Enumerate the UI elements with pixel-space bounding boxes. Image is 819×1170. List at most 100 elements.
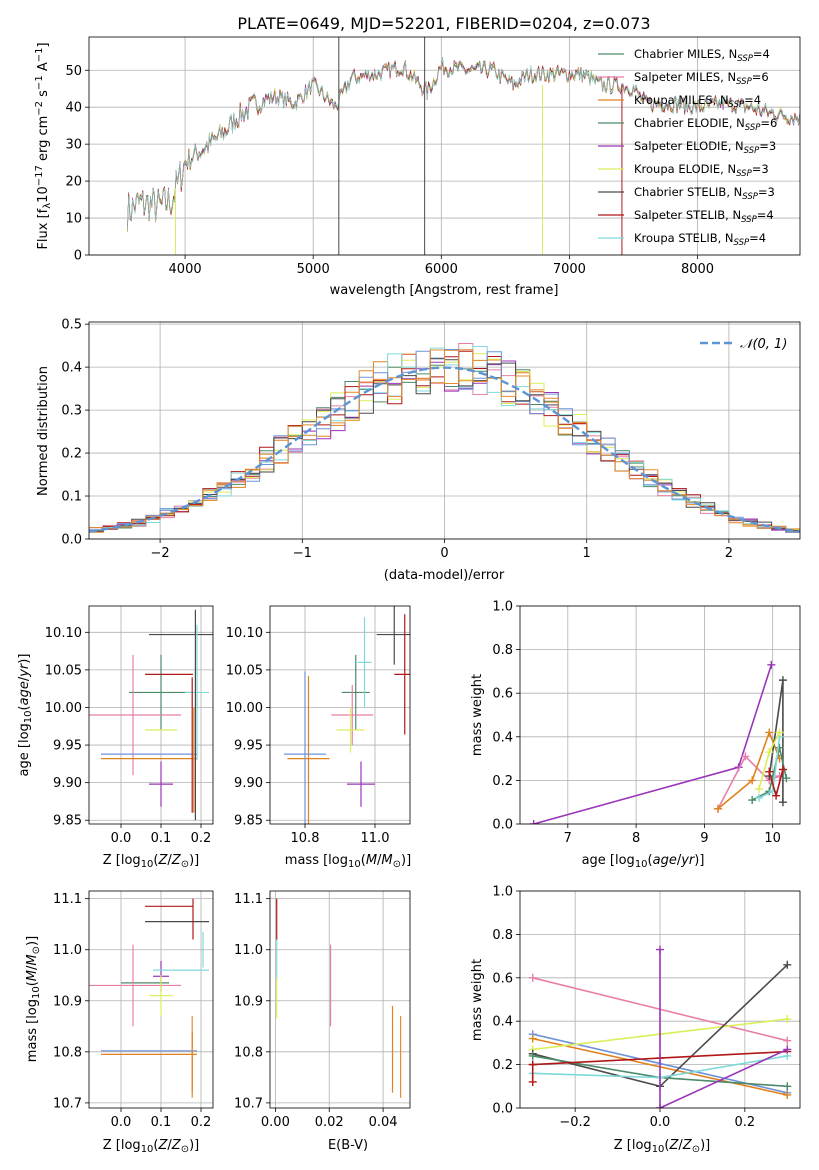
weight-age-xtick-label: 10 [764,831,781,846]
age-z-ytick-label: 10.00 [45,701,82,716]
plot-area [127,37,800,255]
mass-z-ytick-label: 10.9 [53,994,82,1009]
normal-curve [89,366,800,533]
plot-area [529,660,791,824]
age-mass-xtick-label: 11.0 [361,831,390,846]
histogram-ylabel: Normed distribution [36,366,51,496]
mass-ebv-xtick-label: 0.04 [369,1115,398,1130]
mass-ebv-ytick-label: 11.0 [234,943,263,958]
age-z-xtick-label: 0.0 [111,831,132,846]
weight-age-frame [519,605,801,825]
weight-age-point [778,798,787,807]
spectrum-ytick-label: 30 [65,138,82,153]
age-mass-xlabel: mass [log10(M/M⊙)] [285,853,411,870]
histogram-xlabel: (data-model)/error [384,568,505,583]
age-z-ytick-label: 9.85 [53,814,82,829]
legend-entry: Chabrier ELODIE, NSSP=6 [634,116,777,133]
spectrum-xlabel: wavelength [Angstrom, rest frame] [330,283,559,298]
mass-z-xtick-label: 0.0 [111,1115,132,1130]
weight-age-point [765,748,774,757]
histogram-xtick-label: 2 [725,546,733,561]
weight-z-point [783,1015,792,1024]
legend-entry: Kroupa MILES, NSSP=4 [634,93,761,110]
histogram-ytick-label: 0.5 [61,318,82,333]
weight-z-point [528,1077,537,1086]
weight-age-series-line [751,747,788,801]
weight-z-ytick-label: 0.2 [492,1058,513,1073]
legend-entry: Salpeter STELIB, NSSP=4 [634,208,774,225]
weight-age-point [748,776,757,785]
mass-vs-metallicity-panel: 0.0 0.1 0.2 10.7 10.8 10.9 11.0 11.1 [53,890,214,1130]
weight-age-point [765,767,774,776]
age-mass-ytick-label: 9.85 [234,814,263,829]
weight-z-ytick-label: 1.0 [492,885,513,900]
histogram-panel: −2 −1 0 1 2 0.0 0.1 0.2 0.3 0.4 0.5 𝒩(0, 1) [61,318,801,561]
age-mass-ytick-label: 10.05 [226,663,263,678]
weight-z-xtick-label: −0.2 [559,1115,591,1130]
weight-age-point [775,728,784,737]
age-vs-mass-panel: 10.8 11.0 9.85 9.90 9.95 10.00 10.05 10.10 [226,605,411,846]
weight-age-point [755,793,764,802]
weight-age-point [748,796,757,805]
weight-z-point [656,1104,664,1108]
plot-area [528,945,792,1108]
legend-entry: Salpeter MILES, NSSP=6 [634,70,769,87]
weight-age-ytick-label: 0.8 [492,643,513,658]
weight-age-point [767,660,776,669]
ebv-xlabel: E(B-V) [328,1138,368,1153]
mass-z-ytick-label: 10.8 [53,1045,82,1060]
weight-age-point [775,743,784,752]
age-z-xtick-label: 0.2 [191,831,212,846]
weight-z-point [656,945,664,954]
weight-z-ytick-label: 0.8 [492,928,513,943]
histogram-ytick-label: 0.0 [61,533,82,548]
mass-ebv-ytick-label: 10.8 [234,1045,263,1060]
plot-area [89,343,800,539]
weight-age-point [741,752,750,761]
weight-z-point [528,1034,537,1043]
spectrum-ytick-label: 0 [74,249,82,264]
age-ylabel: age [log10(age/yr)] [17,654,34,777]
weight-age-point [778,676,787,685]
histogram-ytick-label: 0.3 [61,404,82,419]
weight-age-point [765,728,774,737]
weight-age-xtick-label: 8 [632,831,640,846]
mass-vs-extinction-panel: 0.00 0.02 0.04 10.7 10.8 10.9 11.0 11.1 [234,890,411,1130]
mass-ylabel: mass [log10(M/M⊙)] [25,936,42,1062]
weight-age-xlabel: age [log10(age/yr)] [582,853,705,870]
mass-z-ytick-label: 11.1 [53,892,82,907]
age-vs-metallicity-panel: 0.0 0.1 0.2 9.85 9.90 9.95 10.00 10.05 10.10 [45,605,214,846]
weight-z-point [783,1036,792,1045]
weight-age-point [529,820,538,824]
spectrum-ytick-label: 10 [65,212,82,227]
chart-title: PLATE=0649, MJD=52201, FIBERID=0204, z=0… [237,14,650,33]
weight-age-ytick-label: 0.2 [492,774,513,789]
histogram-legend-label: 𝒩(0, 1) [740,337,787,352]
age-mass-ytick-label: 10.00 [226,701,263,716]
histogram-xtick-label: 1 [583,546,591,561]
weight-z-point [528,973,537,982]
histogram-ytick-label: 0.2 [61,447,82,462]
mass-z-xtick-label: 0.1 [151,1115,172,1130]
weight-vs-age-panel: 7 8 9 10 0.0 0.2 0.4 0.6 0.8 1.0 [492,600,801,846]
plot-area [89,609,213,821]
weight-age-series-line [533,664,773,824]
weight-z-point [783,1090,792,1099]
mass-ebv-ytick-label: 10.7 [234,1096,263,1111]
weight-z-point [528,1060,537,1069]
mass-z-frame [88,890,214,1109]
age-z-ytick-label: 9.95 [53,739,82,754]
weight-z-point [783,960,792,969]
spectrum-ytick-label: 20 [65,175,82,190]
weight-age-point [772,791,781,800]
svg-text:Flux [fλ10−17 erg cm−2 s−1 A−1: Flux [fλ10−17 erg cm−2 s−1 A−1] [34,42,53,249]
legend-entry: Salpeter ELODIE, NSSP=3 [634,139,776,156]
spectrum-xtick-label: 8000 [681,262,714,277]
spectrum-ytick-label: 40 [65,101,82,116]
spectrum-frame [88,36,801,256]
legend-entry: Chabrier MILES, NSSP=4 [634,47,770,64]
age-mass-ytick-label: 9.95 [234,739,263,754]
mass-z-xtick-label: 0.2 [191,1115,212,1130]
weight-age-xtick-label: 7 [564,831,572,846]
histogram-xtick-label: 0 [440,546,448,561]
